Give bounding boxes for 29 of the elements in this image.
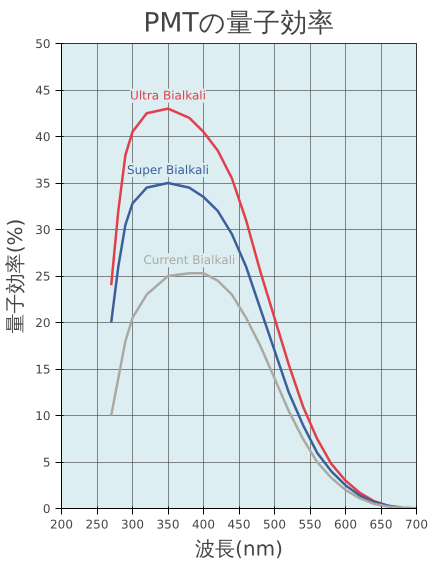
- x-tick-label: 650: [370, 518, 392, 532]
- x-tick-label: 350: [156, 518, 180, 532]
- x-axis-title: 波長(nm): [195, 536, 283, 560]
- x-tick-label: 500: [263, 518, 286, 532]
- y-tick-label: 40: [35, 130, 51, 144]
- y-tick-label: 5: [42, 456, 51, 470]
- line-series: [110, 272, 416, 508]
- x-tick-label: 450: [228, 518, 250, 532]
- x-tick-label: 200: [50, 518, 73, 532]
- y-tick-label: 45: [35, 84, 51, 98]
- y-tick-label: 35: [35, 176, 51, 190]
- x-tick-label: 600: [334, 518, 357, 532]
- y-tick-label: 50: [35, 37, 51, 51]
- y-tick-label: 30: [35, 223, 51, 237]
- y-tick-label: 15: [35, 362, 51, 376]
- y-tick-label: 0: [42, 502, 51, 516]
- series-label: Current Bialkali: [143, 253, 236, 268]
- y-axis-title: 量子効率(%): [3, 218, 28, 334]
- x-tick-label: 300: [121, 518, 144, 532]
- x-tick-label: 400: [192, 518, 215, 532]
- x-tick-label: 550: [298, 518, 322, 532]
- chart-title: PMTの量子効率: [143, 8, 335, 38]
- x-tick-label: 250: [86, 518, 108, 532]
- series-label: Ultra Bialkali: [130, 88, 206, 103]
- y-tick-label: 25: [35, 270, 51, 284]
- y-tick-label: 10: [35, 409, 51, 423]
- series-label: Super Bialkali: [127, 163, 209, 177]
- x-tick-label: 700: [405, 518, 428, 532]
- y-tick-label: 20: [35, 316, 51, 330]
